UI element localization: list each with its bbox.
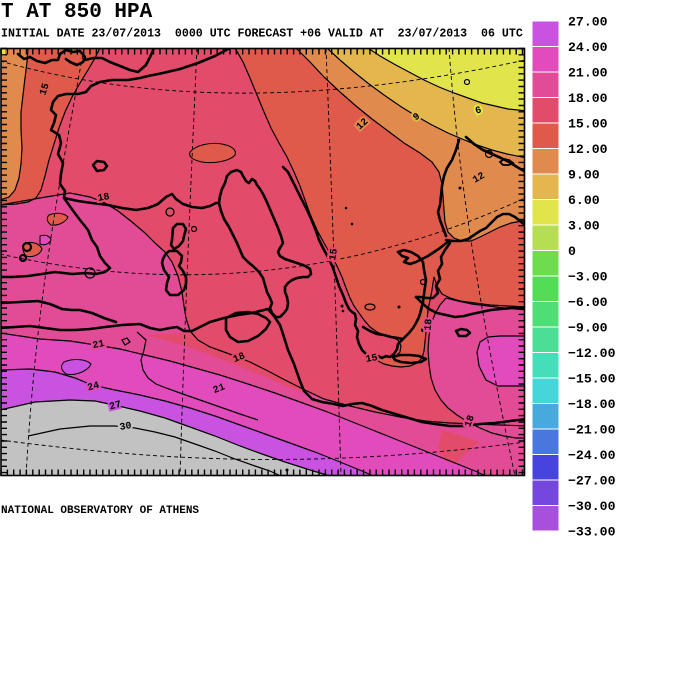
svg-text:NATIONAL OBSERVATORY OF ATHENS: NATIONAL OBSERVATORY OF ATHENS: [1, 505, 199, 517]
svg-text:24: 24: [86, 381, 100, 395]
svg-text:24.00: 24.00: [568, 40, 608, 55]
svg-text:27: 27: [108, 400, 122, 414]
svg-text:30: 30: [119, 421, 133, 434]
svg-text:−27.00: −27.00: [568, 474, 616, 489]
svg-text:21: 21: [92, 339, 106, 352]
svg-text:−12.00: −12.00: [568, 346, 616, 361]
svg-text:−18.00: −18.00: [568, 397, 616, 412]
svg-text:12.00: 12.00: [568, 142, 608, 157]
svg-text:18.00: 18.00: [568, 91, 608, 106]
svg-text:INITIAL DATE 23/07/2013 0000: INITIAL DATE 23/07/2013 0000 UTC FORECAS…: [1, 28, 523, 41]
svg-text:15: 15: [328, 248, 341, 262]
svg-text:15: 15: [365, 353, 379, 366]
svg-text:−24.00: −24.00: [568, 448, 616, 463]
svg-text:6.00: 6.00: [568, 193, 600, 208]
svg-text:−6.00: −6.00: [568, 295, 608, 310]
svg-text:9.00: 9.00: [568, 168, 600, 183]
svg-text:15.00: 15.00: [568, 117, 608, 132]
svg-text:3.00: 3.00: [568, 219, 600, 234]
svg-text:0: 0: [568, 244, 576, 259]
svg-text:−21.00: −21.00: [568, 423, 616, 438]
svg-text:18: 18: [97, 192, 111, 205]
svg-text:21.00: 21.00: [568, 66, 608, 81]
svg-text:−33.00: −33.00: [568, 525, 616, 540]
svg-text:27.00: 27.00: [568, 15, 608, 30]
svg-text:−15.00: −15.00: [568, 372, 616, 387]
svg-text:−30.00: −30.00: [568, 499, 616, 514]
svg-text:18: 18: [424, 318, 436, 331]
svg-text:−9.00: −9.00: [568, 321, 608, 336]
svg-text:−3.00: −3.00: [568, 270, 608, 285]
svg-text:T AT 850 HPA: T AT 850 HPA: [1, 1, 153, 24]
